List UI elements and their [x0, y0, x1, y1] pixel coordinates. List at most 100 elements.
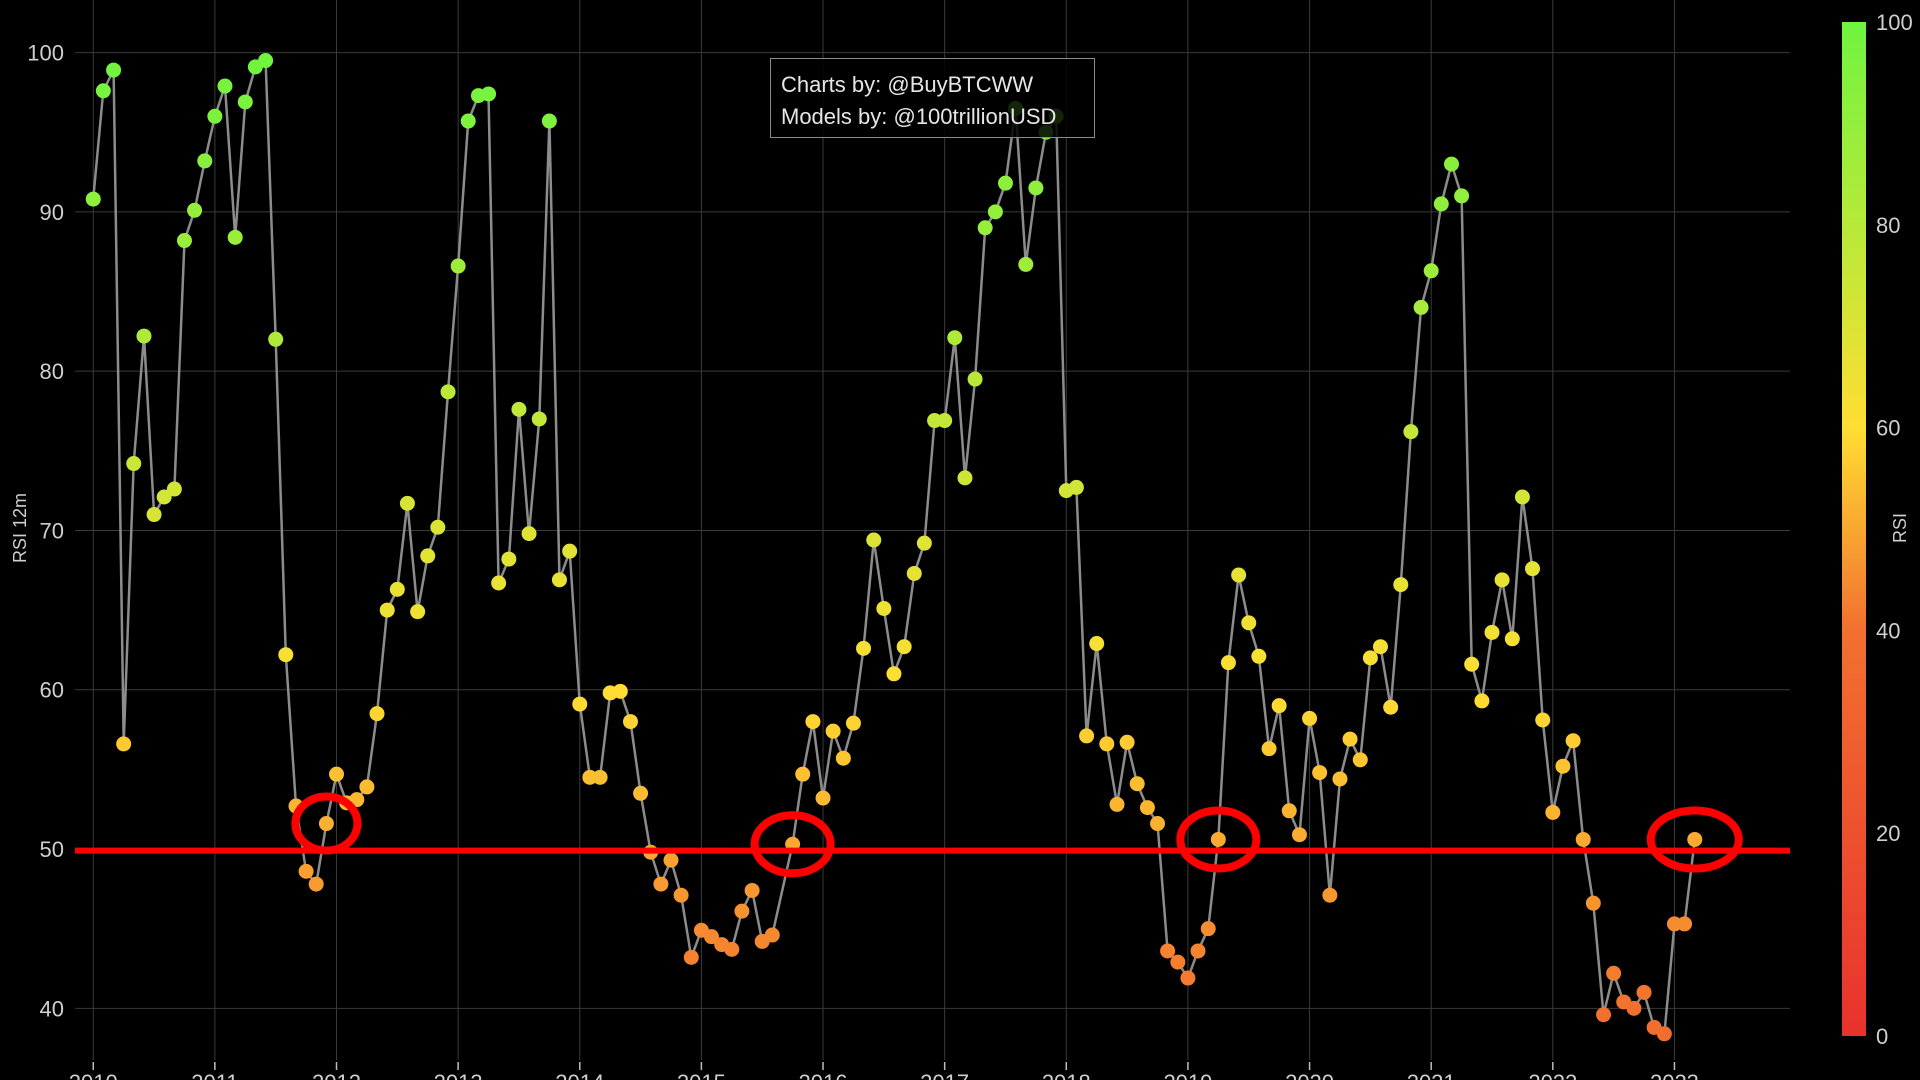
data-point: [764, 927, 780, 943]
data-point: [1454, 188, 1470, 204]
x-tick-label: 2013: [434, 1070, 483, 1080]
data-point: [1139, 800, 1155, 816]
data-point: [1018, 256, 1034, 272]
data-point: [1261, 741, 1277, 757]
data-point: [612, 683, 628, 699]
x-tick-label: 2012: [312, 1070, 361, 1080]
x-tick-label: 2015: [677, 1070, 726, 1080]
data-point: [997, 175, 1013, 191]
data-point: [1433, 196, 1449, 212]
highlight-circle: [291, 792, 362, 855]
data-point: [541, 113, 557, 129]
x-tick-label: 2014: [555, 1070, 604, 1080]
data-point: [1494, 572, 1510, 588]
data-point: [136, 328, 152, 344]
data-point: [187, 202, 203, 218]
data-point: [389, 581, 405, 597]
data-point: [1271, 698, 1287, 714]
data-point: [1383, 699, 1399, 715]
data-point: [1302, 710, 1318, 726]
data-point: [1484, 624, 1500, 640]
data-points: [85, 53, 1703, 1042]
data-point: [1068, 479, 1084, 495]
data-point: [1200, 921, 1216, 937]
data-point: [1514, 489, 1530, 505]
data-point: [440, 384, 456, 400]
data-point: [460, 113, 476, 129]
data-point: [1413, 299, 1429, 315]
data-point: [1220, 655, 1236, 671]
data-point: [1585, 895, 1601, 911]
x-tick-label: 2011: [191, 1070, 238, 1080]
data-point: [866, 532, 882, 548]
colorbar-tick-label: 100: [1876, 10, 1913, 35]
data-point: [268, 331, 284, 347]
data-point: [653, 876, 669, 892]
credits-annotation: Charts by: @BuyBTCWW Models by: @100tril…: [770, 58, 1095, 138]
data-point: [95, 83, 111, 99]
data-point: [531, 411, 547, 427]
data-point: [1160, 943, 1176, 959]
x-tick-label: 2023: [1650, 1070, 1699, 1080]
data-point: [176, 233, 192, 249]
data-point: [1677, 916, 1693, 932]
credits-line-charts: Charts by: @BuyBTCWW: [781, 72, 1034, 97]
data-point: [1231, 567, 1247, 583]
data-point: [734, 903, 750, 919]
data-point: [1474, 693, 1490, 709]
y-axis-label: RSI 12m: [10, 493, 30, 563]
data-point: [258, 53, 274, 69]
series-line: [91, 58, 1697, 1036]
data-point: [1444, 156, 1460, 172]
data-point: [967, 371, 983, 387]
data-point: [430, 519, 446, 535]
data-point: [1565, 733, 1581, 749]
colorbar-gradient: [1842, 22, 1866, 1036]
data-point: [511, 401, 527, 417]
data-point: [1575, 831, 1591, 847]
colorbar-tick-label: 80: [1876, 213, 1900, 238]
data-point: [845, 715, 861, 731]
data-point: [1555, 758, 1571, 774]
data-point: [1464, 656, 1480, 672]
x-axis-ticks: 2010 2011 2012 2013 2014 2015 2016 2017 2018 2019…: [69, 1062, 1699, 1080]
data-point: [521, 526, 537, 542]
y-tick-label: 40: [40, 996, 64, 1021]
data-point: [329, 766, 345, 782]
data-point: [896, 639, 912, 655]
y-tick-label: 80: [40, 359, 64, 384]
data-point: [592, 769, 608, 785]
data-point: [1687, 831, 1703, 847]
highlight-circle: [750, 811, 835, 878]
data-point: [278, 647, 294, 663]
data-point: [1656, 1026, 1672, 1042]
x-tick-label: 2016: [799, 1070, 848, 1080]
data-point: [744, 882, 760, 898]
data-point: [947, 330, 963, 346]
data-point: [1545, 804, 1561, 820]
data-point: [1109, 796, 1125, 812]
data-point: [1535, 712, 1551, 728]
data-point: [1170, 954, 1186, 970]
highlight-circles: [291, 792, 1743, 878]
data-point: [1119, 734, 1135, 750]
credits-line-models: Models by: @100trillionUSD: [781, 104, 1057, 129]
data-point: [663, 852, 679, 868]
x-tick-label: 2021: [1407, 1070, 1456, 1080]
data-point: [501, 551, 517, 567]
data-point: [420, 548, 436, 564]
data-point: [481, 86, 497, 102]
data-point: [1281, 803, 1297, 819]
data-point: [1079, 728, 1095, 744]
data-point: [227, 229, 243, 245]
data-point: [835, 750, 851, 766]
data-point: [156, 489, 172, 505]
data-point: [410, 604, 426, 620]
data-point: [1322, 887, 1338, 903]
y-tick-label: 60: [40, 678, 64, 703]
data-point: [815, 790, 831, 806]
y-tick-label: 70: [40, 518, 64, 543]
colorbar-tick-label: 40: [1876, 618, 1900, 643]
grid: [75, 0, 1790, 1060]
